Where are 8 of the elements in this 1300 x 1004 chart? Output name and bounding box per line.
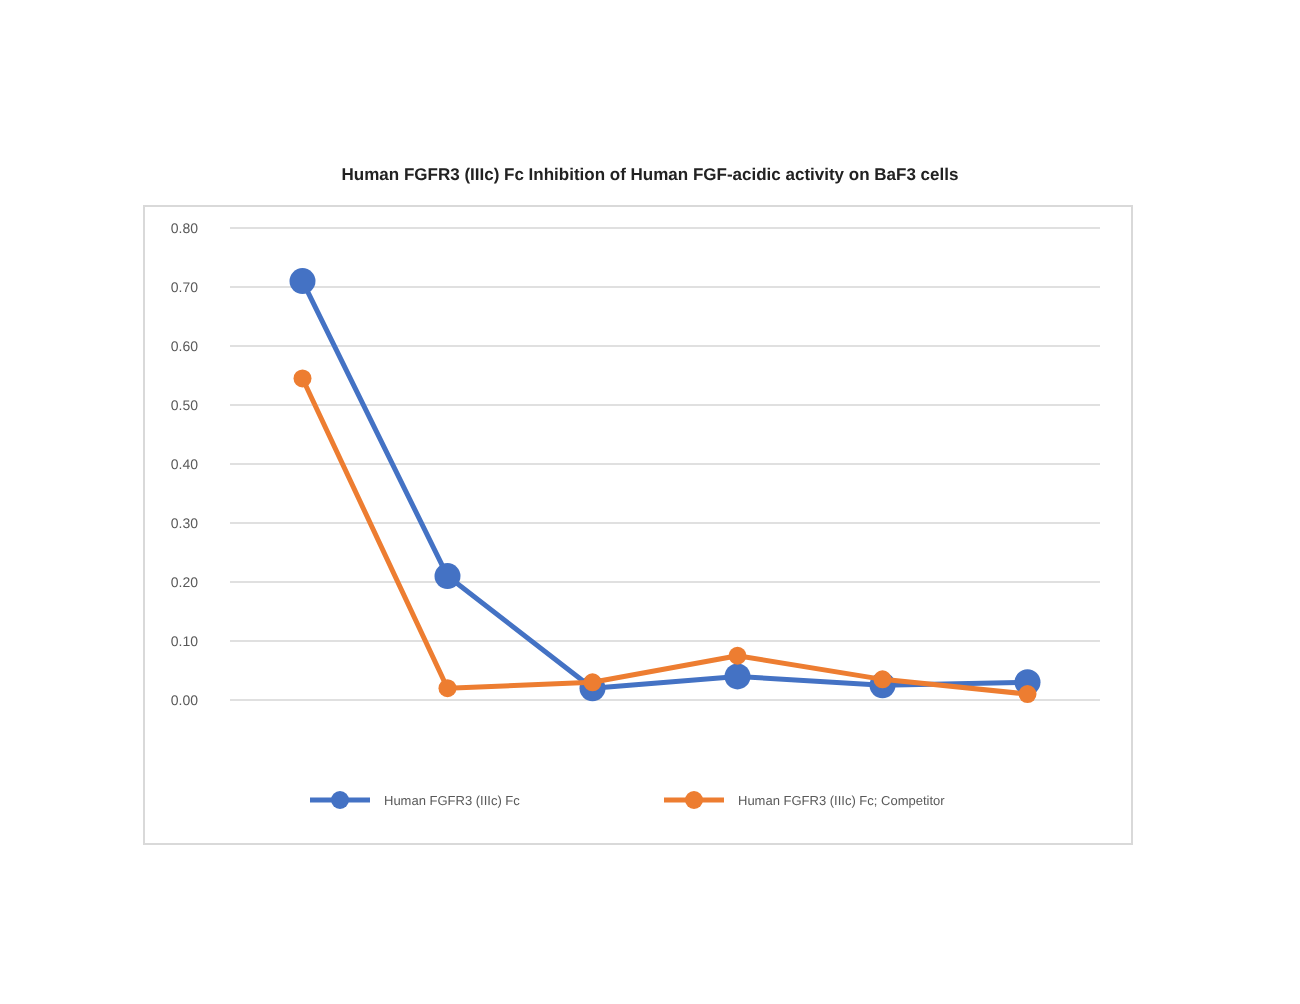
point [1018, 685, 1037, 704]
point [293, 369, 312, 388]
point [434, 563, 461, 590]
point [289, 268, 316, 295]
point [438, 679, 457, 698]
point [724, 663, 751, 690]
chart-title: Human FGFR3 (IIIc) Fc Inhibition of Human FGF-acidic activity on BaF3 cells [341, 164, 959, 184]
point [728, 646, 747, 665]
